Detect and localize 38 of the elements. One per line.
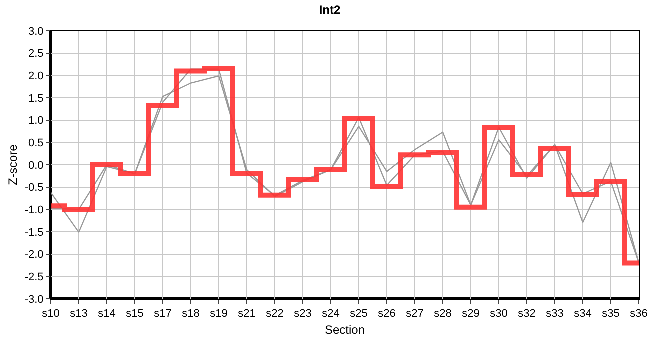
x-tick-label: s17 <box>154 308 172 320</box>
x-tick-label: s18 <box>182 308 200 320</box>
x-tick-label: s26 <box>378 308 396 320</box>
y-tick-label: 3.0 <box>28 26 44 38</box>
y-tick-label: -1.0 <box>24 204 44 217</box>
x-tick-label: s25 <box>350 308 368 320</box>
x-tick-label: s10 <box>42 308 60 320</box>
x-tick-label: s28 <box>434 308 452 320</box>
y-tick-label: -1.5 <box>24 226 44 239</box>
y-tick-label: 0.5 <box>28 138 44 150</box>
x-tick-label: s35 <box>602 308 620 320</box>
x-tick-label: s29 <box>462 308 480 320</box>
x-tick-label: s33 <box>546 308 564 320</box>
y-tick-label: -3.0 <box>24 294 44 306</box>
x-tick-label: s15 <box>126 308 144 320</box>
x-tick-label: s32 <box>518 308 536 320</box>
x-tick-label: s27 <box>406 308 424 320</box>
y-tick-label: 1.5 <box>28 92 44 105</box>
x-tick-label: s19 <box>210 308 228 320</box>
x-tick-label: s34 <box>574 308 592 320</box>
x-tick-label: s13 <box>70 308 88 320</box>
x-tick-label: s30 <box>490 308 508 320</box>
y-tick-label: -0.5 <box>24 182 44 194</box>
y-tick-label: 1.0 <box>28 115 44 128</box>
y-tick-label: 2.0 <box>28 70 44 83</box>
y-tick-label: 2.5 <box>28 48 44 60</box>
y-tick-label: -2.5 <box>24 272 44 284</box>
chart-title: Int2 <box>319 2 341 17</box>
x-tick-label: s36 <box>630 308 648 320</box>
x-tick-label: s14 <box>98 308 116 320</box>
x-tick-label: s22 <box>266 308 284 320</box>
y-axis-title: Z-score <box>6 144 20 186</box>
x-tick-label: s24 <box>322 308 340 320</box>
x-axis-title: Section <box>324 323 366 338</box>
y-tick-label: -2.0 <box>24 249 44 262</box>
y-tick-label: 0.0 <box>28 160 44 172</box>
x-tick-label: s23 <box>294 308 312 320</box>
x-tick-label: s21 <box>238 308 256 320</box>
